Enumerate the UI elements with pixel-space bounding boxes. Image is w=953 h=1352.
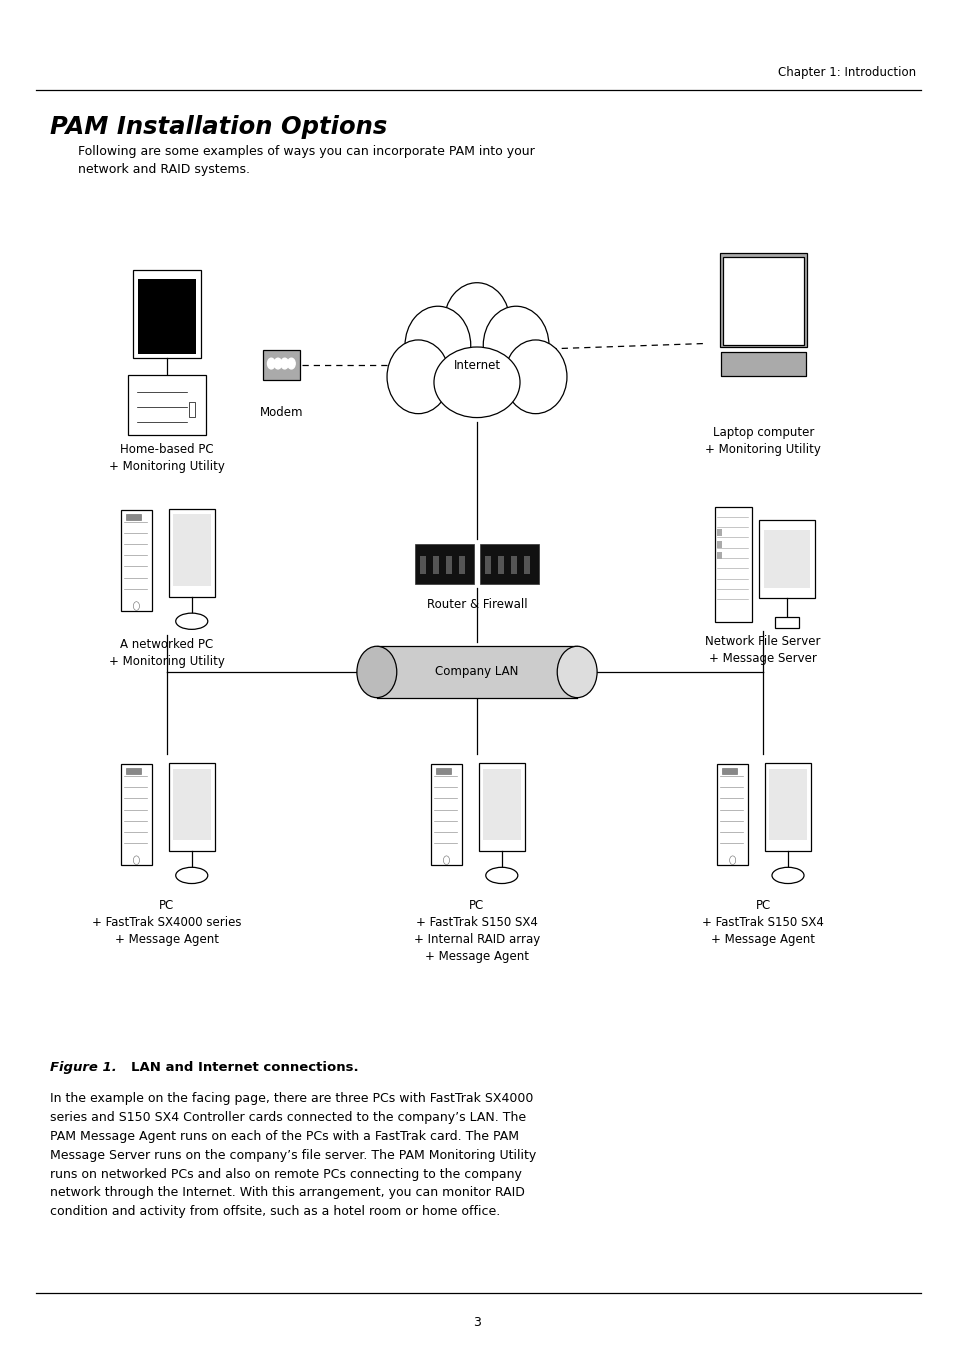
Bar — [445, 556, 451, 573]
Bar — [479, 544, 538, 584]
Bar — [715, 507, 751, 622]
Text: PC
+ FastTrak S150 SX4
+ Internal RAID array
+ Message Agent: PC + FastTrak S150 SX4 + Internal RAID a… — [414, 899, 539, 963]
Circle shape — [267, 358, 274, 369]
Bar — [759, 519, 814, 598]
Ellipse shape — [485, 868, 517, 884]
Text: Network File Server
+ Message Server: Network File Server + Message Server — [704, 635, 821, 665]
Bar — [482, 768, 520, 840]
Bar — [415, 544, 474, 584]
Ellipse shape — [405, 307, 470, 385]
Bar — [523, 556, 529, 573]
Bar — [433, 556, 438, 573]
Bar — [764, 763, 810, 852]
Text: Following are some examples of ways you can incorporate PAM into your
network an: Following are some examples of ways you … — [78, 145, 535, 176]
Bar — [419, 556, 425, 573]
Bar — [436, 768, 451, 773]
Bar — [722, 257, 802, 345]
Text: A networked PC
+ Monitoring Utility: A networked PC + Monitoring Utility — [109, 638, 225, 668]
Text: Home-based PC
+ Monitoring Utility: Home-based PC + Monitoring Utility — [109, 443, 225, 473]
Bar — [484, 556, 490, 573]
Ellipse shape — [483, 307, 548, 385]
Bar — [717, 764, 747, 865]
Ellipse shape — [557, 646, 597, 698]
Bar — [263, 350, 299, 380]
Text: LAN and Internet connections.: LAN and Internet connections. — [131, 1061, 358, 1075]
Ellipse shape — [387, 339, 449, 414]
Bar — [189, 402, 195, 418]
Ellipse shape — [402, 310, 551, 420]
Bar — [497, 556, 503, 573]
Ellipse shape — [175, 614, 208, 630]
Bar — [720, 352, 805, 376]
Bar — [172, 768, 211, 840]
Circle shape — [287, 358, 294, 369]
Circle shape — [274, 358, 281, 369]
Text: Company LAN: Company LAN — [435, 665, 518, 679]
Bar — [717, 552, 720, 560]
Bar — [721, 768, 737, 773]
Text: Chapter 1: Introduction: Chapter 1: Introduction — [777, 66, 915, 80]
Bar — [128, 375, 206, 435]
Bar — [121, 510, 152, 611]
Text: Internet: Internet — [453, 358, 500, 372]
Circle shape — [133, 602, 139, 610]
Bar — [720, 253, 806, 347]
Bar — [169, 510, 214, 598]
Bar — [172, 514, 211, 587]
Bar — [132, 270, 201, 358]
Text: In the example on the facing page, there are three PCs with FastTrak SX4000
seri: In the example on the facing page, there… — [50, 1092, 536, 1218]
Ellipse shape — [434, 347, 519, 418]
Bar — [717, 541, 720, 548]
Ellipse shape — [356, 646, 396, 698]
Circle shape — [729, 856, 735, 864]
Text: PC
+ FastTrak SX4000 series
+ Message Agent: PC + FastTrak SX4000 series + Message Ag… — [92, 899, 241, 946]
Bar — [431, 764, 461, 865]
Ellipse shape — [771, 868, 803, 884]
Bar — [126, 768, 141, 773]
Text: 3: 3 — [473, 1315, 480, 1329]
Text: Laptop computer
+ Monitoring Utility: Laptop computer + Monitoring Utility — [704, 426, 821, 456]
Bar — [376, 646, 577, 698]
Text: PAM Installation Options: PAM Installation Options — [50, 115, 387, 139]
Text: PC
+ FastTrak S150 SX4
+ Message Agent: PC + FastTrak S150 SX4 + Message Agent — [701, 899, 823, 946]
Circle shape — [133, 856, 139, 864]
Bar — [126, 514, 141, 521]
Bar — [121, 764, 152, 865]
Circle shape — [280, 358, 288, 369]
Ellipse shape — [444, 283, 509, 361]
Bar — [768, 768, 806, 840]
Text: Modem: Modem — [259, 406, 303, 419]
Bar — [717, 529, 720, 537]
Bar — [774, 617, 799, 627]
Text: Figure 1.: Figure 1. — [50, 1061, 116, 1075]
Bar — [722, 257, 802, 345]
Bar — [169, 763, 214, 852]
Bar — [763, 530, 809, 588]
Text: Router & Firewall: Router & Firewall — [426, 598, 527, 611]
Circle shape — [443, 856, 449, 864]
Ellipse shape — [175, 868, 208, 884]
Bar — [510, 556, 516, 573]
Bar — [478, 763, 524, 852]
Ellipse shape — [504, 339, 566, 414]
Bar — [458, 556, 464, 573]
Bar — [138, 279, 195, 354]
